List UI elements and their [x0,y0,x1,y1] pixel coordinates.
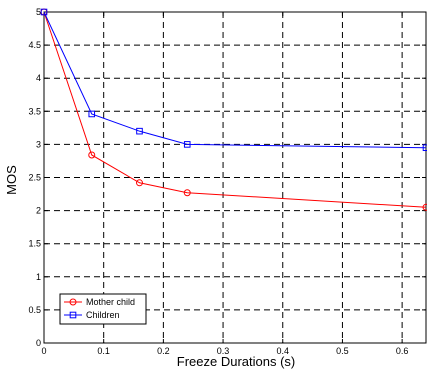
axis-ticks: 0 0.1 0.2 0.3 0.4 0.5 0.6 0 0.5 1 1.5 2 2.5 3 3.5 4 4.5 5 [28,7,426,356]
x-tick-label: 0.3 [217,346,230,356]
y-tick-label: 4.5 [28,40,41,50]
data-point [183,189,191,197]
x-tick-label: 0.1 [97,346,110,356]
y-tick-label: 1.5 [28,239,41,249]
legend-marker [69,311,77,319]
data-point [88,110,96,118]
y-tick-label: 2 [36,206,41,216]
data-point [136,127,143,135]
data-point [88,151,96,159]
x-tick-label: 0.6 [396,346,409,356]
legend-item: Children [64,310,120,320]
x-tick-label: 0.2 [157,346,170,356]
series-line [43,11,427,208]
y-axis-title: MOS [4,165,19,195]
legend-item: Mother child [64,297,135,307]
series-1 [40,8,427,152]
y-tick-label: 3.5 [28,106,41,116]
y-tick-label: 1 [36,272,41,282]
x-tick-label: 0 [41,346,46,356]
data-point [183,141,191,148]
y-tick-label: 4 [36,73,41,83]
series-0 [40,8,427,211]
data-point [136,179,143,187]
x-axis-title: Freeze Durations (s) [177,354,295,369]
series [40,8,427,211]
legend: Mother child Children [59,293,147,325]
series-line [43,11,427,149]
data-point [422,144,427,152]
y-tick-label: 0.5 [28,305,41,315]
x-tick-label: 0.4 [276,346,289,356]
legend-label: Mother child [86,297,135,307]
y-tick-label: 5 [36,7,41,17]
grid [44,12,426,343]
x-tick-label: 0.5 [336,346,349,356]
y-tick-label: 2.5 [28,173,41,183]
data-point [422,203,427,211]
legend-label: Children [86,310,120,320]
data-point [40,8,48,16]
y-tick-label: 0 [36,338,41,348]
legend-marker [69,298,77,306]
y-tick-label: 3 [36,139,41,149]
